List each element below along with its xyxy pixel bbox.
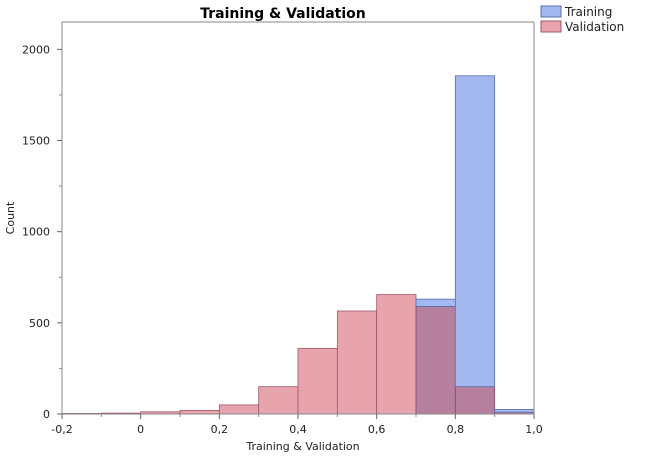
bars-group xyxy=(61,75,535,415)
x-tick-label: 0,2 xyxy=(211,423,229,436)
y-tick-label: 1000 xyxy=(22,226,50,239)
x-tick-label: 0,4 xyxy=(289,423,307,436)
y-tick-label: 1500 xyxy=(22,135,50,148)
chart-title: Training & Validation xyxy=(200,6,366,22)
bar-training xyxy=(494,409,535,413)
bar-validation xyxy=(336,310,378,415)
x-tick-label: -0,2 xyxy=(51,423,72,436)
y-axis: 0 500 1000 1500 2000 xyxy=(22,43,62,421)
bar-training xyxy=(415,298,456,307)
bar-validation xyxy=(218,404,260,415)
y-axis-label: Count xyxy=(4,201,17,234)
x-axis: -0,2 0 0,2 0,4 0,6 0,8 1,0 xyxy=(51,414,543,436)
bar-overlap xyxy=(415,306,456,415)
y-tick-label: 0 xyxy=(43,408,50,421)
x-tick-label: 0,8 xyxy=(447,423,465,436)
x-tick-label: 0,6 xyxy=(368,423,386,436)
legend-swatch-training xyxy=(540,5,562,18)
x-tick-label: 0 xyxy=(137,423,144,436)
legend-swatch-validation xyxy=(540,20,562,33)
y-tick-label: 500 xyxy=(29,317,50,330)
bar-training xyxy=(454,75,496,388)
bar-validation xyxy=(376,294,417,415)
y-tick-label: 2000 xyxy=(22,43,50,56)
x-axis-label: Training & Validation xyxy=(245,440,359,453)
bar-validation xyxy=(258,386,299,415)
legend-label-validation: Validation xyxy=(565,20,624,34)
bar-overlap xyxy=(454,386,496,415)
legend-label-training: Training xyxy=(564,5,612,19)
bar-validation xyxy=(179,409,220,415)
x-tick-label: 1,0 xyxy=(525,423,543,436)
bar-validation xyxy=(297,347,338,415)
